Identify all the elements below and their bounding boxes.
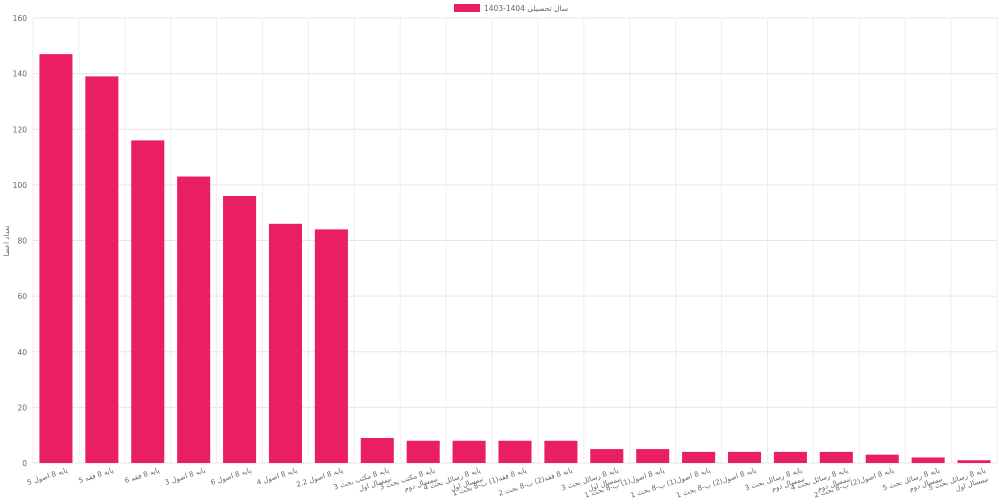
bar[interactable] — [85, 76, 119, 463]
bar[interactable] — [727, 451, 762, 463]
legend-swatch — [454, 4, 480, 12]
bar[interactable] — [636, 449, 670, 463]
y-tick-label: 80 — [17, 237, 27, 246]
x-tick-label: پایه 8 اصول(2) ب-8 بحث 1 — [675, 466, 757, 499]
bar[interactable] — [865, 454, 899, 463]
bar[interactable] — [223, 196, 257, 463]
bar[interactable] — [131, 140, 165, 463]
y-tick-label: 60 — [17, 292, 27, 301]
y-tick-label: 0 — [22, 459, 27, 468]
y-axis-ticks: 0 20 40 60 80 100 120 140 160 — [13, 14, 28, 468]
y-tick-label: 100 — [13, 181, 28, 190]
bar[interactable] — [773, 451, 807, 463]
y-tick-label: 120 — [13, 125, 28, 134]
bar[interactable] — [498, 440, 532, 463]
y-tick-label: 20 — [17, 403, 27, 412]
bar[interactable] — [268, 223, 303, 463]
x-tick-label: پایه 8 اصول 4 — [256, 466, 298, 487]
y-tick-label: 40 — [17, 348, 27, 357]
bar[interactable] — [314, 229, 348, 463]
x-tick-label: پایه 8 اصول 5 — [26, 466, 68, 487]
x-tick-label-group: پایه 8 اصول 5 — [26, 466, 68, 487]
x-tick-label-group: پایه 8 اصول 6 — [210, 466, 252, 487]
bar[interactable] — [177, 176, 211, 463]
x-tick-label: پایه 8 اصول(1) ب-8 بحث 1 — [630, 466, 712, 499]
y-tick-label: 140 — [13, 70, 28, 79]
y-tick-label: 160 — [13, 14, 28, 23]
x-tick-label: پایه 8 فقه 6 — [124, 466, 161, 485]
x-tick-label: پایه 8 فقه 5 — [78, 466, 115, 485]
bar[interactable] — [911, 457, 945, 463]
bar[interactable] — [544, 440, 578, 463]
x-tick-label-group: پایه 8 فقه 5 — [78, 466, 115, 485]
bar[interactable] — [957, 460, 991, 463]
legend[interactable]: سال تحصیلی 1404-1403 — [454, 4, 568, 13]
x-tick-label-group: پایه 8 فقه 6 — [124, 466, 161, 485]
bar[interactable] — [590, 449, 624, 463]
bar[interactable] — [819, 451, 853, 463]
legend-label: سال تحصیلی 1404-1403 — [484, 4, 568, 13]
bars-layer — [39, 54, 991, 463]
x-tick-label-group: پایه 8 اصول 3 — [164, 466, 206, 487]
bar[interactable] — [406, 440, 440, 463]
bar[interactable] — [39, 54, 73, 463]
x-tick-label-group: پایه 8 اصول(2) ب-8 بحث 1 — [675, 466, 757, 499]
bar[interactable] — [360, 437, 394, 463]
y-axis-title: تعداد اعضا — [3, 226, 11, 257]
x-tick-label: پایه 8 اصول 6 — [210, 466, 252, 487]
x-tick-label-group: پایه 8 اصول(1) ب-8 بحث 1 — [630, 466, 712, 499]
x-tick-label: پایه 8 اصول 3 — [164, 466, 206, 487]
bar[interactable] — [682, 451, 716, 463]
x-tick-label-group: پایه 8 اصول 4 — [256, 466, 298, 487]
bar[interactable] — [452, 440, 486, 463]
